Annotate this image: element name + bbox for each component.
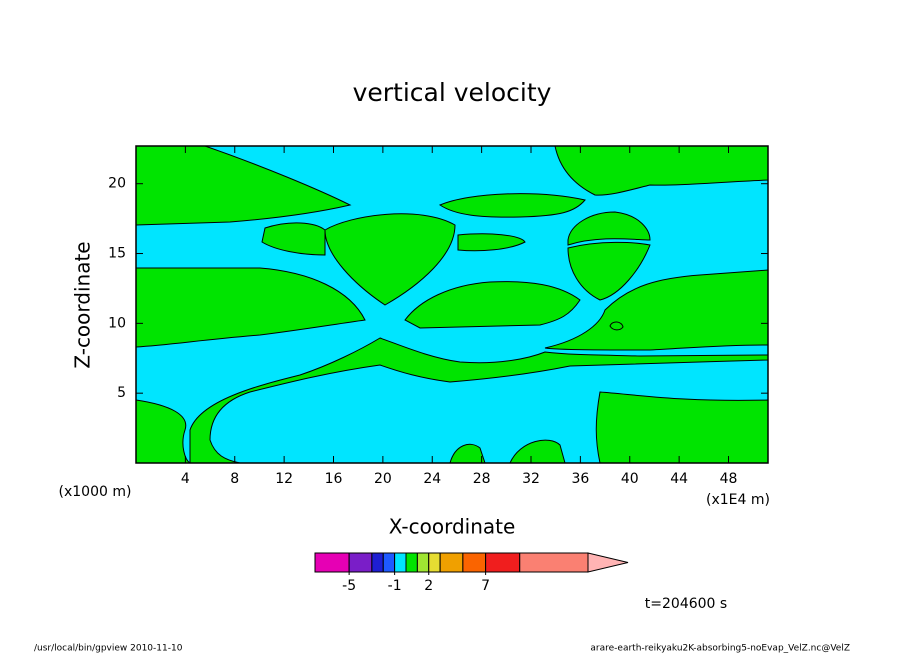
contour-region	[404, 281, 581, 329]
contour-region	[324, 213, 456, 306]
x-tick-label: 28	[473, 471, 491, 487]
colorbar-tick-label: 2	[424, 578, 433, 594]
x-tick-label: 44	[670, 471, 688, 487]
x-tick-label: 4	[181, 471, 190, 487]
colorbar-box	[485, 552, 521, 573]
footer-right: arare-earth-reikyaku2K-absorbing5-noEvap…	[590, 644, 850, 654]
colorbar-tick-label: -5	[342, 578, 356, 594]
y-unit-note: (x1000 m)	[59, 484, 132, 500]
x-tick-label: 12	[275, 471, 293, 487]
contour-region	[595, 391, 768, 463]
contour-region	[136, 267, 366, 348]
colorbar-box	[314, 552, 350, 573]
colorbar-box	[462, 552, 487, 573]
contour-region	[449, 443, 486, 463]
contour-region	[438, 193, 586, 218]
colorbar-tick-label: 7	[481, 578, 490, 594]
colorbar-box	[416, 552, 430, 573]
contour-region	[189, 337, 768, 463]
y-tick-label: 5	[117, 385, 126, 401]
x-tick-label: 8	[230, 471, 239, 487]
contour-region	[509, 439, 566, 463]
y-tick-label: 10	[108, 315, 126, 331]
x-axis-label: X-coordinate	[389, 515, 516, 539]
contour-region	[609, 321, 624, 331]
time-label: t=204600 s	[645, 596, 727, 612]
footer-left: /usr/local/bin/gpview 2010-11-10	[34, 644, 183, 654]
contour-region	[544, 269, 768, 351]
contour-region	[261, 222, 326, 256]
colorbar-box	[348, 552, 373, 573]
contour-region	[567, 241, 651, 301]
contour-region	[136, 146, 352, 226]
contour-region	[136, 399, 191, 463]
y-tick-label: 20	[108, 176, 126, 192]
x-tick-label: 48	[720, 471, 738, 487]
colorbar-box	[405, 552, 418, 573]
x-tick-label: 20	[374, 471, 392, 487]
contour-region	[567, 211, 651, 246]
x-tick-label: 24	[423, 471, 441, 487]
x-unit-note: (x1E4 m)	[706, 492, 770, 508]
x-tick-label: 16	[325, 471, 343, 487]
colorbar-extend	[587, 552, 629, 573]
contour-region	[457, 233, 526, 252]
contour-field	[136, 146, 768, 463]
x-tick-label: 40	[621, 471, 639, 487]
y-axis-label: Z-coordinate	[71, 241, 95, 368]
colorbar-box	[382, 552, 396, 573]
chart-title: vertical velocity	[353, 78, 552, 107]
colorbar-tick-label: -1	[388, 578, 402, 594]
colorbar-box	[428, 552, 441, 573]
y-tick-label: 15	[108, 246, 126, 262]
x-tick-label: 32	[522, 471, 540, 487]
colorbar-box	[519, 552, 589, 573]
colorbar-box	[394, 552, 407, 573]
colorbar-box	[439, 552, 464, 573]
x-tick-label: 36	[571, 471, 589, 487]
colorbar-box	[371, 552, 384, 573]
plot-frame	[135, 145, 769, 464]
contour-region	[554, 146, 768, 196]
